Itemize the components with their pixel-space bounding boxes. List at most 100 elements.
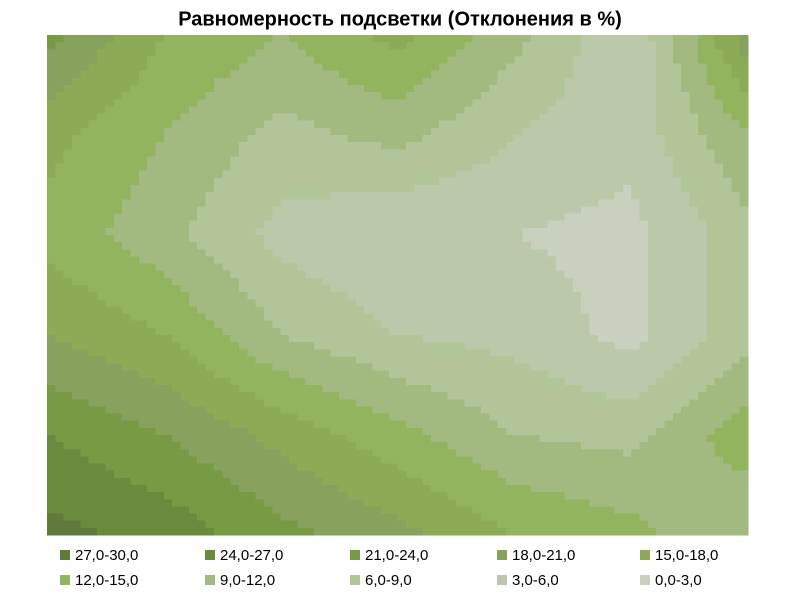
- surface-patch: [55, 420, 65, 429]
- surface-patch: [556, 227, 566, 236]
- surface-patch: [80, 492, 90, 500]
- surface-patch: [614, 363, 624, 372]
- surface-patch: [480, 313, 490, 322]
- surface-patch: [531, 177, 540, 186]
- surface-patch: [706, 149, 716, 158]
- surface-patch: [714, 92, 724, 100]
- surface-patch: [122, 220, 132, 229]
- surface-patch: [455, 327, 465, 336]
- surface-patch: [430, 156, 440, 165]
- surface-patch: [255, 120, 265, 129]
- surface-patch: [497, 42, 507, 50]
- surface-patch: [581, 35, 591, 43]
- surface-patch: [247, 270, 257, 279]
- surface-patch: [531, 285, 540, 293]
- surface-patch: [455, 292, 465, 300]
- surface-patch: [581, 92, 591, 100]
- surface-patch: [122, 292, 132, 300]
- surface-patch: [55, 320, 65, 329]
- surface-patch: [614, 120, 624, 129]
- surface-patch: [205, 213, 215, 222]
- surface-patch: [205, 106, 215, 115]
- surface-patch: [455, 42, 465, 50]
- surface-patch: [656, 35, 666, 43]
- surface-patch: [539, 92, 549, 100]
- surface-patch: [514, 256, 524, 265]
- surface-patch: [230, 427, 240, 436]
- surface-patch: [656, 63, 666, 72]
- surface-patch: [397, 142, 407, 150]
- surface-patch: [355, 227, 365, 236]
- surface-patch: [205, 70, 215, 79]
- surface-patch: [72, 463, 81, 472]
- surface-patch: [180, 77, 190, 86]
- surface-patch: [247, 142, 257, 150]
- surface-patch: [405, 120, 415, 129]
- surface-patch: [330, 370, 340, 379]
- surface-patch: [289, 242, 298, 250]
- surface-patch: [147, 349, 157, 358]
- surface-patch: [97, 42, 107, 50]
- surface-patch: [122, 356, 132, 365]
- surface-patch: [247, 185, 257, 193]
- surface-patch: [631, 70, 641, 79]
- surface-patch: [322, 227, 332, 236]
- surface-patch: [138, 477, 148, 486]
- surface-patch: [364, 120, 374, 129]
- surface-patch: [464, 327, 474, 336]
- surface-patch: [389, 377, 399, 386]
- surface-patch: [464, 256, 474, 265]
- surface-patch: [247, 199, 257, 208]
- surface-patch: [122, 263, 132, 272]
- surface-patch: [88, 256, 98, 265]
- surface-patch: [489, 70, 499, 79]
- surface-patch: [172, 427, 182, 436]
- surface-patch: [497, 327, 507, 336]
- surface-patch: [455, 263, 465, 272]
- surface-patch: [197, 149, 207, 158]
- surface-patch: [572, 92, 582, 100]
- surface-patch: [689, 420, 699, 429]
- surface-patch: [547, 177, 557, 186]
- surface-patch: [280, 163, 290, 172]
- surface-patch: [597, 120, 607, 129]
- surface-patch: [480, 63, 490, 72]
- surface-patch: [631, 163, 641, 172]
- surface-patch: [80, 413, 90, 422]
- surface-patch: [472, 170, 482, 179]
- surface-patch: [614, 220, 624, 229]
- surface-patch: [205, 449, 215, 458]
- surface-patch: [405, 113, 415, 122]
- surface-patch: [480, 427, 490, 436]
- surface-patch: [188, 427, 198, 436]
- surface-patch: [397, 342, 407, 350]
- surface-patch: [263, 249, 273, 258]
- surface-patch: [289, 127, 298, 136]
- surface-patch: [572, 70, 582, 79]
- surface-patch: [581, 249, 591, 258]
- surface-patch: [72, 63, 81, 72]
- surface-patch: [397, 199, 407, 208]
- surface-patch: [572, 285, 582, 293]
- surface-patch: [631, 385, 641, 393]
- surface-patch: [664, 120, 674, 129]
- surface-patch: [564, 306, 574, 315]
- surface-patch: [364, 199, 374, 208]
- surface-patch: [689, 342, 699, 350]
- surface-patch: [122, 99, 132, 108]
- surface-patch: [305, 327, 315, 336]
- surface-patch: [222, 192, 232, 200]
- surface-patch: [439, 177, 449, 186]
- surface-patch: [280, 220, 290, 229]
- surface-patch: [672, 292, 682, 300]
- surface-patch: [647, 377, 657, 386]
- surface-patch: [464, 113, 474, 122]
- surface-patch: [581, 113, 591, 122]
- surface-patch: [614, 277, 624, 286]
- surface-patch: [372, 249, 382, 258]
- surface-patch: [714, 256, 724, 265]
- surface-patch: [197, 292, 207, 300]
- surface-patch: [330, 213, 340, 222]
- surface-patch: [714, 356, 724, 365]
- surface-patch: [489, 206, 499, 215]
